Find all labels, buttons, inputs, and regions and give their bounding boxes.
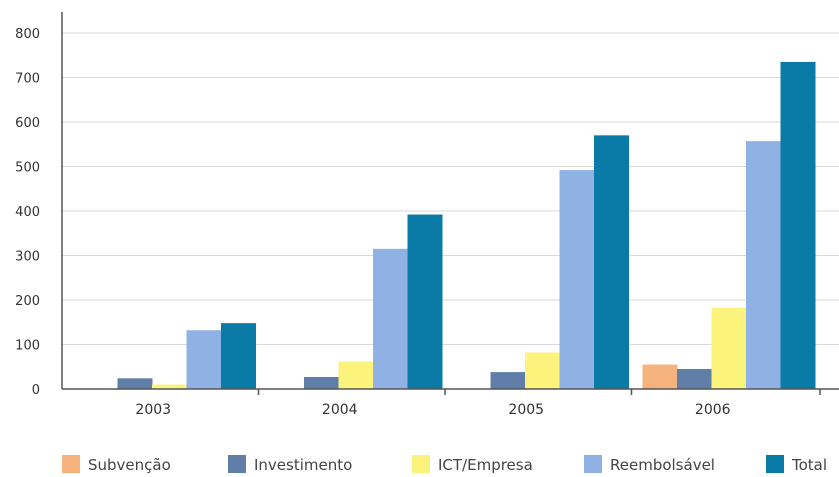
bar-total-2004	[407, 214, 443, 389]
y-tick-label: 100	[15, 339, 40, 354]
bar-total-2003	[221, 323, 256, 389]
y-tick-label: 200	[15, 294, 40, 309]
bar-total-2006	[780, 61, 816, 390]
bar-investimento-2004	[304, 376, 339, 389]
bar-ict-empresa-2004	[338, 361, 374, 389]
legend-label: Subvenção	[88, 456, 171, 474]
bar-reembols-vel-2003	[186, 330, 222, 389]
bar-ict-empresa-2005	[525, 352, 560, 389]
y-tick-label: 500	[15, 161, 40, 176]
y-tick-label: 300	[15, 250, 40, 265]
bar-investimento-2005	[490, 372, 526, 389]
y-tick-label: 700	[15, 72, 40, 87]
legend-label: Total	[791, 456, 827, 474]
y-axis-tick-labels: 0 100 200 300 400 500 600 700 800	[15, 27, 40, 398]
legend: Subvenção Investimento ICT/Empresa Reembols…	[62, 455, 827, 474]
legend-swatch-ict-empresa	[412, 455, 430, 473]
legend-swatch-subven-o	[62, 455, 80, 473]
bar-reembols-vel-2006	[746, 141, 781, 389]
x-axis-ticks	[257, 389, 821, 395]
bar-subven-o-2006	[642, 364, 678, 389]
legend-label: ICT/Empresa	[438, 456, 533, 474]
x-category-label: 2005	[508, 402, 544, 418]
x-category-label: 2006	[695, 402, 731, 418]
legend-swatch-total	[766, 455, 784, 473]
x-category-label: 2004	[322, 402, 358, 418]
bar-investimento-2006	[677, 368, 712, 389]
bar-total-2005	[594, 135, 629, 389]
x-category-label: 2003	[135, 402, 171, 418]
bar-investimento-2003	[117, 378, 153, 389]
bar-reembols-vel-2004	[373, 248, 408, 389]
y-tick-label: 600	[15, 116, 40, 131]
bar-ict-empresa-2003	[152, 384, 187, 389]
legend-label: Reembolsável	[610, 456, 715, 474]
legend-swatch-reembols-vel	[584, 455, 602, 473]
bar-ict-empresa-2006	[711, 307, 747, 389]
legend-label: Investimento	[254, 456, 352, 474]
gridlines	[62, 32, 839, 345]
y-tick-label: 800	[15, 27, 40, 42]
legend-swatch-investimento	[228, 455, 246, 473]
bars	[117, 61, 816, 390]
y-tick-label: 400	[15, 205, 40, 220]
x-axis-category-labels: 2003 2004 2005 2006	[135, 402, 730, 418]
bar-reembols-vel-2005	[559, 170, 595, 389]
y-tick-label: 0	[32, 383, 40, 398]
